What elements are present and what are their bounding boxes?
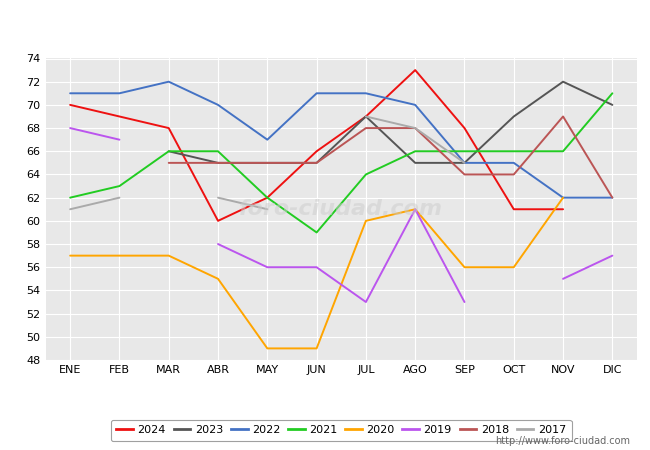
Text: http://www.foro-ciudad.com: http://www.foro-ciudad.com — [495, 436, 630, 446]
Text: Afiliados en Vistabella del Maestrat a 30/11/2024: Afiliados en Vistabella del Maestrat a 3… — [121, 12, 529, 31]
Text: foro-ciudad.com: foro-ciudad.com — [239, 199, 443, 219]
Legend: 2024, 2023, 2022, 2021, 2020, 2019, 2018, 2017: 2024, 2023, 2022, 2021, 2020, 2019, 2018… — [111, 420, 571, 441]
